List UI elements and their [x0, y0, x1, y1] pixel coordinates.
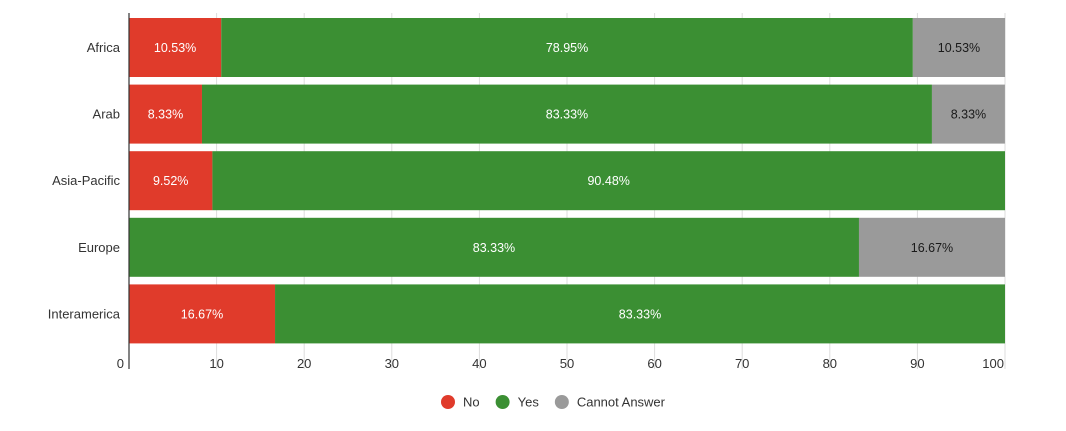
bar-asia-pacific-yes — [212, 151, 1005, 211]
x-axis: 0 10 20 30 40 50 60 70 80 90 100 — [117, 13, 1004, 371]
data-label-asia-pacific-no: 9.52% — [153, 174, 188, 188]
x-tick-label-80: 80 — [823, 356, 837, 371]
data-label-asia-pacific-yes: 90.48% — [587, 174, 629, 188]
bar-africa-no — [129, 18, 222, 77]
x-tick-label-10: 10 — [209, 356, 223, 371]
category-labels: Africa Arab Asia-Pacific Europe Interamerica — [48, 40, 121, 321]
data-label-europe-cannot-answer: 16.67% — [911, 241, 953, 255]
data-label-arab-yes: 83.33% — [546, 108, 588, 122]
data-label-interamerica-no: 16.67% — [181, 307, 223, 321]
category-label-arab: Arab — [93, 107, 120, 122]
data-label-interamerica-yes: 83.33% — [619, 307, 661, 321]
category-label-europe: Europe — [78, 240, 120, 255]
data-label-arab-no: 8.33% — [148, 108, 183, 122]
x-tick-label-40: 40 — [472, 356, 486, 371]
legend-swatch-cannot-answer — [554, 395, 569, 409]
bar-arab-no — [129, 84, 202, 144]
x-tick-label-100: 100 — [982, 356, 1004, 371]
category-label-asia-pacific: Asia-Pacific — [52, 173, 120, 188]
legend-label-yes: Yes — [518, 395, 540, 410]
bar-europe-cannot-answer — [858, 217, 1005, 277]
legend-label-no: No — [463, 395, 480, 410]
data-label-africa-no: 10.53% — [154, 41, 196, 55]
x-tick-label-60: 60 — [647, 356, 661, 371]
legend-swatch-no — [440, 395, 455, 409]
legend-swatch-yes — [495, 395, 510, 409]
x-tick-label-30: 30 — [385, 356, 399, 371]
bar-asia-pacific-no — [129, 151, 213, 211]
x-tick-label-20: 20 — [297, 356, 311, 371]
bar-africa-yes — [221, 18, 913, 77]
legend: No Yes Cannot Answer — [440, 395, 666, 410]
data-label-africa-yes: 78.95% — [546, 41, 588, 55]
x-tick-label-0: 0 — [117, 356, 124, 371]
data-label-arab-cannot-answer: 8.33% — [951, 108, 986, 122]
category-label-interamerica: Interamerica — [48, 306, 121, 321]
legend-label-cannot-answer: Cannot Answer — [577, 395, 666, 410]
x-tick-label-50: 50 — [560, 356, 574, 371]
data-label-africa-cannot-answer: 10.53% — [938, 41, 980, 55]
bar-europe-yes — [129, 217, 859, 277]
data-label-europe-yes: 83.33% — [473, 241, 515, 255]
bars: 10.53% 78.95% 10.53% 8.33% 83.33% 8.33% 9.52% 9… — [129, 18, 1006, 344]
bar-arab-cannot-answer — [931, 84, 1005, 144]
bar-arab-yes — [201, 84, 932, 144]
bar-interamerica-yes — [275, 284, 1006, 344]
x-tick-label-90: 90 — [910, 356, 924, 371]
x-tick-label-70: 70 — [735, 356, 749, 371]
bar-interamerica-no — [129, 284, 276, 344]
bar-africa-cannot-answer — [912, 18, 1006, 77]
category-label-africa: Africa — [87, 40, 121, 55]
